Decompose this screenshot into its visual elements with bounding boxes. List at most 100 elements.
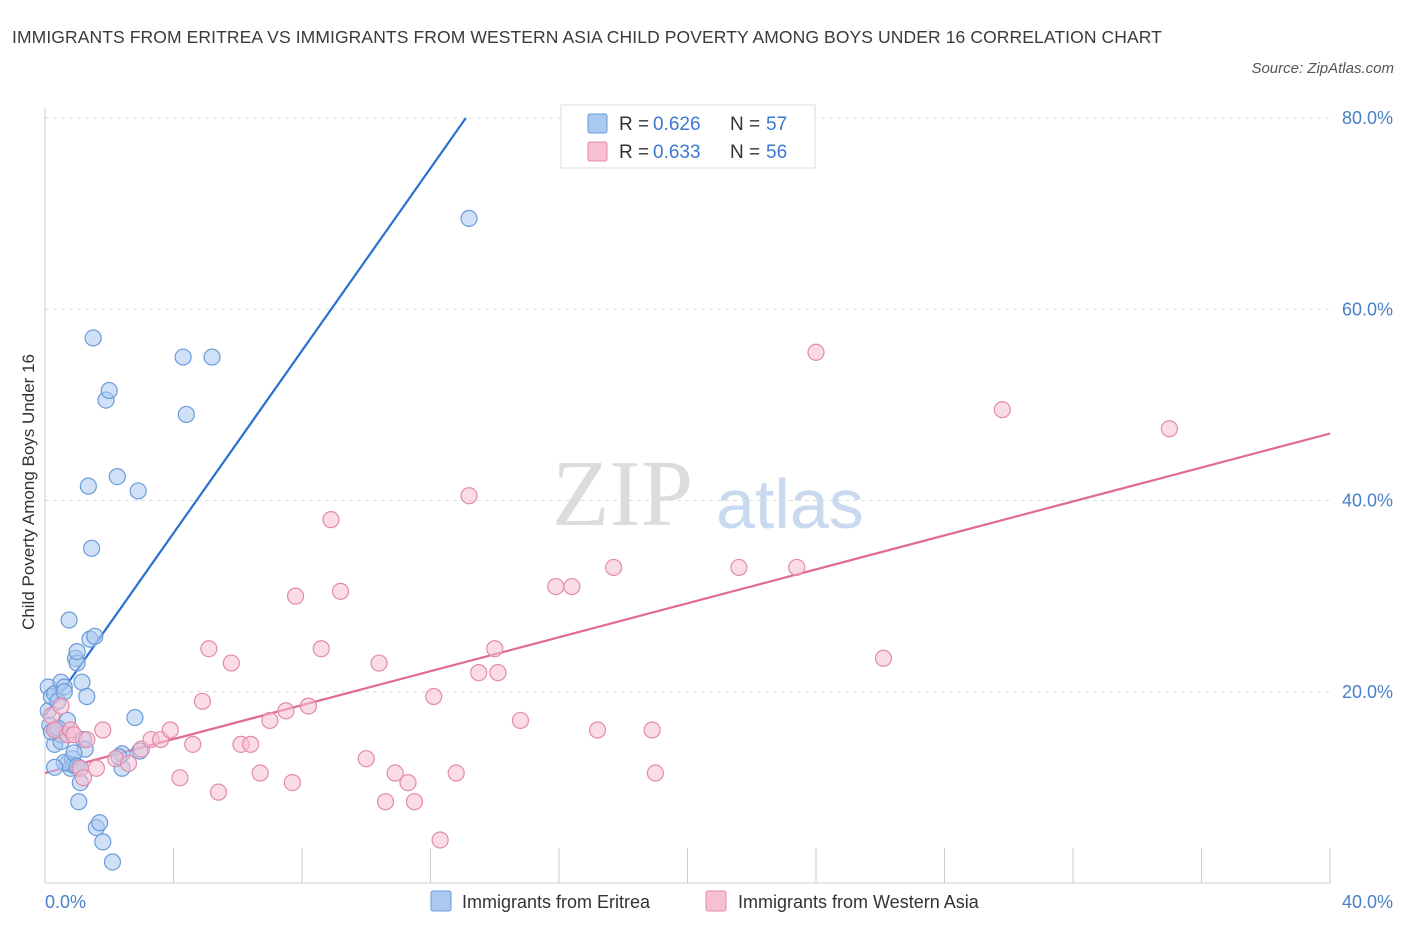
- point-eritrea: [174, 348, 192, 366]
- data-points: [39, 209, 1178, 871]
- point-western-asia: [222, 654, 240, 672]
- point-eritrea: [60, 611, 78, 629]
- point-western-asia: [486, 640, 504, 658]
- y-tick-label: 60.0%: [1342, 299, 1393, 319]
- point-western-asia: [431, 831, 449, 849]
- point-western-asia: [425, 687, 443, 706]
- point-western-asia: [874, 649, 893, 667]
- point-western-asia: [286, 587, 305, 605]
- bottom-legend-swatch-eritrea: [430, 890, 452, 912]
- legend-n-label-2: N =: [730, 142, 760, 163]
- point-western-asia: [646, 764, 664, 782]
- axes: [44, 108, 1331, 884]
- point-eritrea: [86, 627, 104, 645]
- point-eritrea: [73, 673, 91, 691]
- point-western-asia: [87, 759, 106, 777]
- point-western-asia: [193, 692, 212, 710]
- legend-n-label-1: N =: [730, 114, 760, 135]
- point-eritrea: [203, 348, 221, 366]
- watermark-zip: ZIP: [552, 442, 693, 546]
- point-western-asia: [261, 711, 279, 730]
- point-eritrea: [91, 814, 109, 832]
- legend-swatch-western-asia: [587, 141, 608, 162]
- point-eritrea: [78, 687, 96, 706]
- point-western-asia: [588, 721, 607, 739]
- point-western-asia: [460, 487, 478, 505]
- x-tick-label-min: 0.0%: [45, 892, 86, 912]
- point-eritrea: [126, 708, 144, 727]
- point-western-asia: [470, 664, 488, 682]
- point-western-asia: [386, 764, 404, 782]
- gridlines: [45, 117, 1330, 693]
- point-western-asia: [52, 697, 70, 715]
- x-tick-label-max: 40.0%: [1342, 892, 1393, 912]
- point-western-asia: [242, 735, 260, 753]
- legend-n-value-2: 56: [766, 142, 787, 163]
- y-tick-label: 20.0%: [1342, 682, 1393, 702]
- trend-lines: [44, 117, 1331, 775]
- legend-swatch-eritrea: [587, 113, 608, 134]
- point-western-asia: [283, 773, 301, 792]
- watermark-atlas: atlas: [716, 465, 864, 543]
- point-western-asia: [405, 793, 424, 811]
- point-western-asia: [78, 730, 96, 749]
- point-eritrea: [108, 467, 126, 486]
- point-western-asia: [119, 754, 138, 773]
- series-legend: Immigrants from Eritrea Immigrants from …: [430, 890, 980, 912]
- point-western-asia: [605, 558, 623, 577]
- legend-r-label-2: R =: [619, 142, 649, 163]
- point-western-asia: [643, 721, 661, 739]
- point-western-asia: [399, 773, 417, 792]
- tick-labels: 20.0% 40.0% 60.0% 80.0% 0.0% 40.0%: [45, 108, 1393, 912]
- point-eritrea: [129, 482, 147, 500]
- point-western-asia: [447, 764, 465, 782]
- correlation-legend: R = 0.626 N = 57 R = 0.633 N = 56: [560, 104, 816, 169]
- legend-r-value-2: 0.633: [653, 142, 701, 163]
- chart-source: Source: ZipAtlas.com: [1251, 60, 1394, 77]
- point-western-asia: [1160, 420, 1178, 438]
- point-western-asia: [74, 769, 93, 787]
- bottom-legend-label-western-asia: Immigrants from Western Asia: [738, 892, 980, 912]
- point-eritrea: [55, 683, 73, 701]
- point-eritrea: [103, 853, 122, 871]
- bottom-legend-label-eritrea: Immigrants from Eritrea: [462, 892, 651, 912]
- point-eritrea: [177, 405, 195, 424]
- y-tick-label: 80.0%: [1342, 108, 1393, 128]
- point-western-asia: [209, 783, 228, 801]
- legend-r-value-1: 0.626: [653, 114, 701, 135]
- point-western-asia: [94, 721, 112, 739]
- bottom-legend-swatch-western-asia: [705, 890, 727, 912]
- y-axis-label: Child Poverty Among Boys Under 16: [19, 354, 38, 630]
- trend-line-western-asia: [44, 432, 1331, 775]
- point-western-asia: [251, 764, 269, 782]
- point-western-asia: [730, 558, 748, 577]
- chart-title: IMMIGRANTS FROM ERITREA VS IMMIGRANTS FR…: [12, 27, 1162, 47]
- point-eritrea: [79, 477, 97, 495]
- point-western-asia: [489, 664, 507, 682]
- point-western-asia: [200, 640, 218, 658]
- point-western-asia: [370, 654, 388, 672]
- point-western-asia: [322, 511, 340, 529]
- y-tick-label: 40.0%: [1342, 491, 1393, 511]
- trend-line-eritrea: [44, 117, 467, 717]
- legend-n-value-1: 57: [766, 114, 787, 135]
- point-western-asia: [563, 577, 581, 596]
- point-eritrea: [460, 209, 478, 228]
- point-western-asia: [547, 577, 565, 596]
- point-eritrea: [68, 642, 86, 661]
- point-western-asia: [788, 558, 806, 577]
- point-western-asia: [161, 721, 179, 739]
- point-eritrea: [100, 381, 118, 400]
- point-eritrea: [82, 539, 101, 557]
- point-eritrea: [94, 833, 112, 851]
- point-western-asia: [376, 793, 395, 811]
- point-western-asia: [184, 735, 202, 753]
- point-western-asia: [807, 343, 825, 361]
- legend-r-label-1: R =: [619, 114, 649, 135]
- point-western-asia: [331, 582, 350, 600]
- point-western-asia: [357, 750, 375, 768]
- point-western-asia: [993, 401, 1011, 419]
- point-western-asia: [171, 769, 189, 787]
- point-eritrea: [84, 329, 102, 347]
